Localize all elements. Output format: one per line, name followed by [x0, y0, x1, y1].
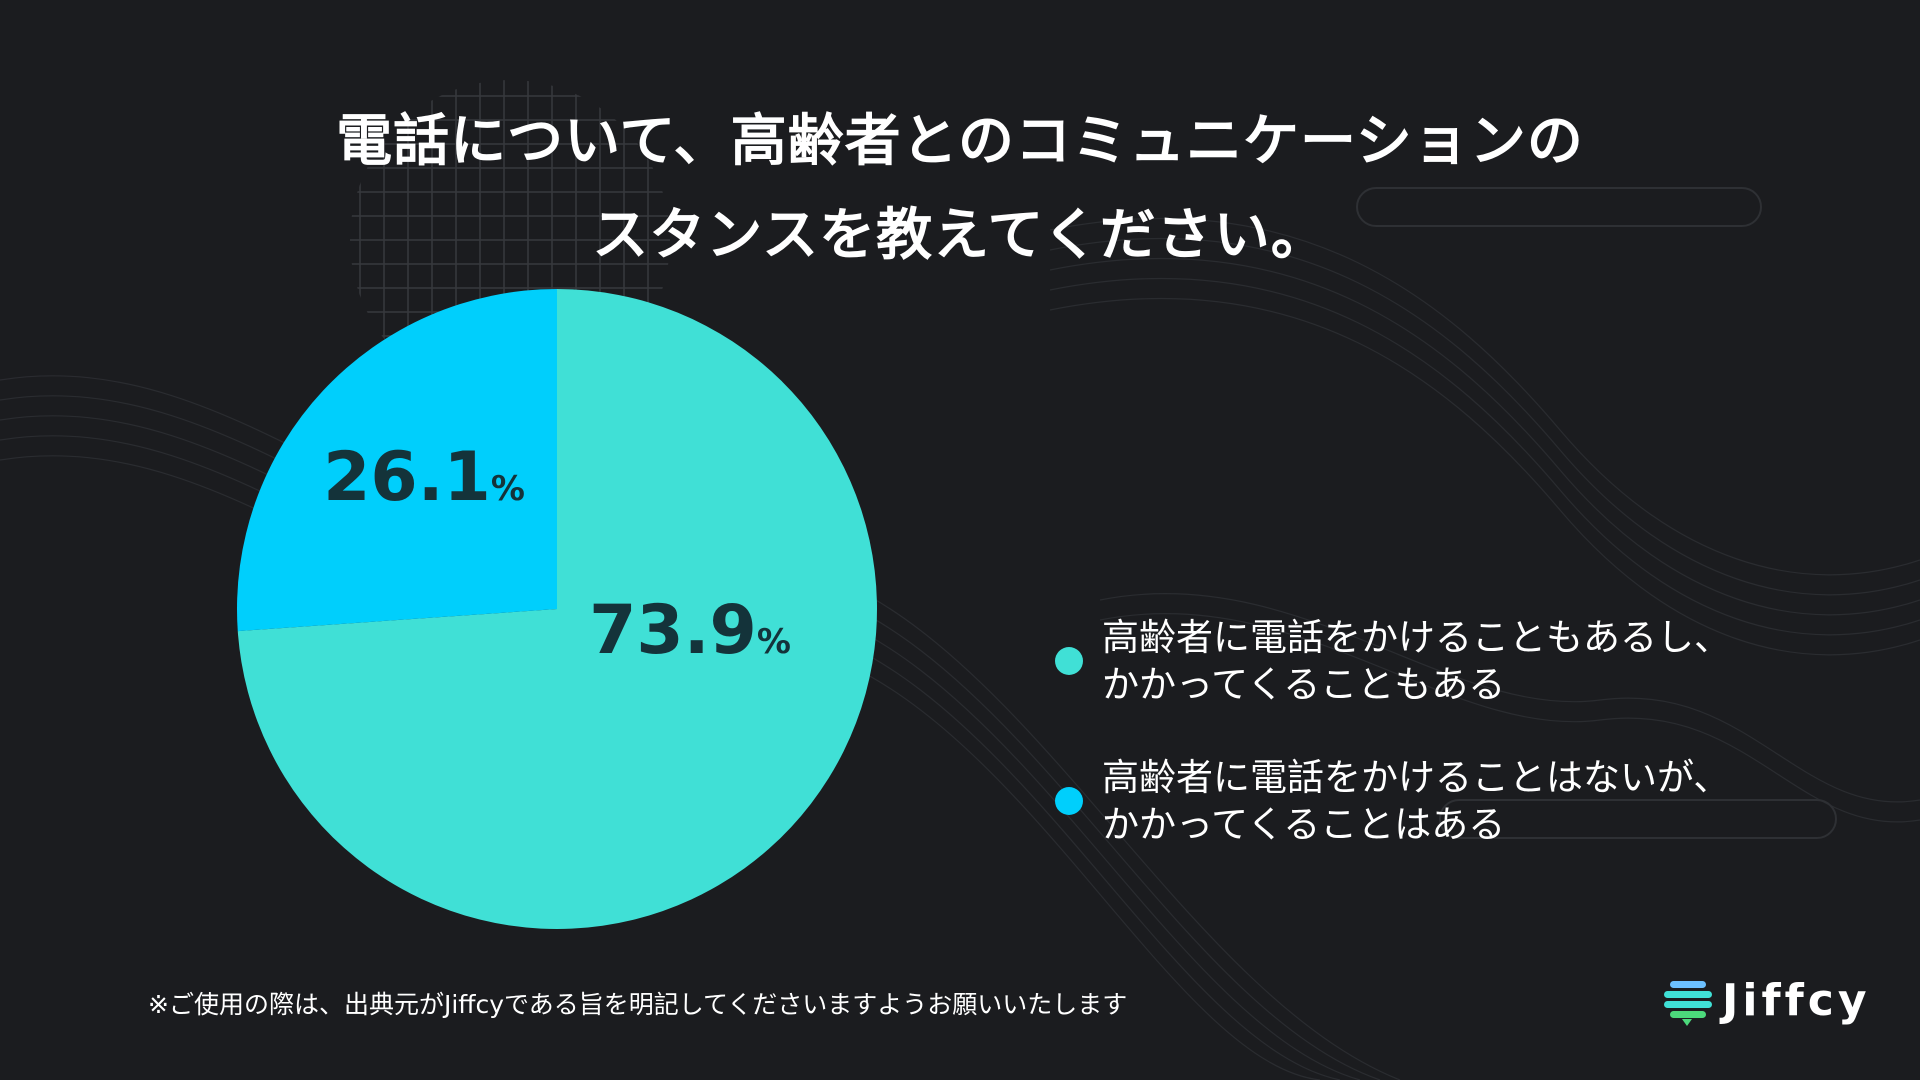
legend-label-line-2: かかってくることはある [1102, 803, 1506, 846]
pie-slice [236, 289, 557, 632]
logo-stripe [1670, 981, 1706, 988]
logo-stripe [1664, 991, 1712, 998]
legend-marker [1055, 647, 1083, 675]
source-footnote: ※ご使用の際は、出典元がJiffcyである旨を明記してくださいますようお願いいた… [148, 990, 1128, 1019]
logo-tail [1682, 1019, 1692, 1026]
pie-slice [237, 289, 878, 929]
logo-stripe [1670, 1011, 1706, 1018]
chart-title-line-1: 電話について、高齢者とのコミュニケーションの [336, 109, 1584, 174]
legend-marker [1055, 787, 1083, 815]
jiffcy-logo: Jiffcy [1662, 975, 1867, 1035]
logo-wordmark: Jiffcy [1722, 975, 1871, 1026]
legend-label-line-1: 高齢者に電話をかけることはないが、 [1102, 756, 1731, 799]
pie-data-label: 73.9% [589, 591, 791, 670]
pill-decoration [1439, 799, 1837, 839]
legend-label: 高齢者に電話をかけることはないが、 かかってくることはある [1102, 754, 1730, 848]
logo-stripe [1664, 1001, 1712, 1008]
legend-label-line-2: かかってくることもある [1102, 663, 1506, 706]
pie-data-label: 26.1% [323, 438, 525, 517]
jiffcy-logo-icon [1664, 981, 1712, 1026]
chart-title-line-2: スタンスを教えてください。 [592, 203, 1328, 268]
pill-decoration [1356, 187, 1762, 227]
legend-label: 高齢者に電話をかけることもあるし、 かかってくることもある [1102, 614, 1731, 708]
legend-label-line-1: 高齢者に電話をかけることもあるし、 [1102, 616, 1731, 659]
